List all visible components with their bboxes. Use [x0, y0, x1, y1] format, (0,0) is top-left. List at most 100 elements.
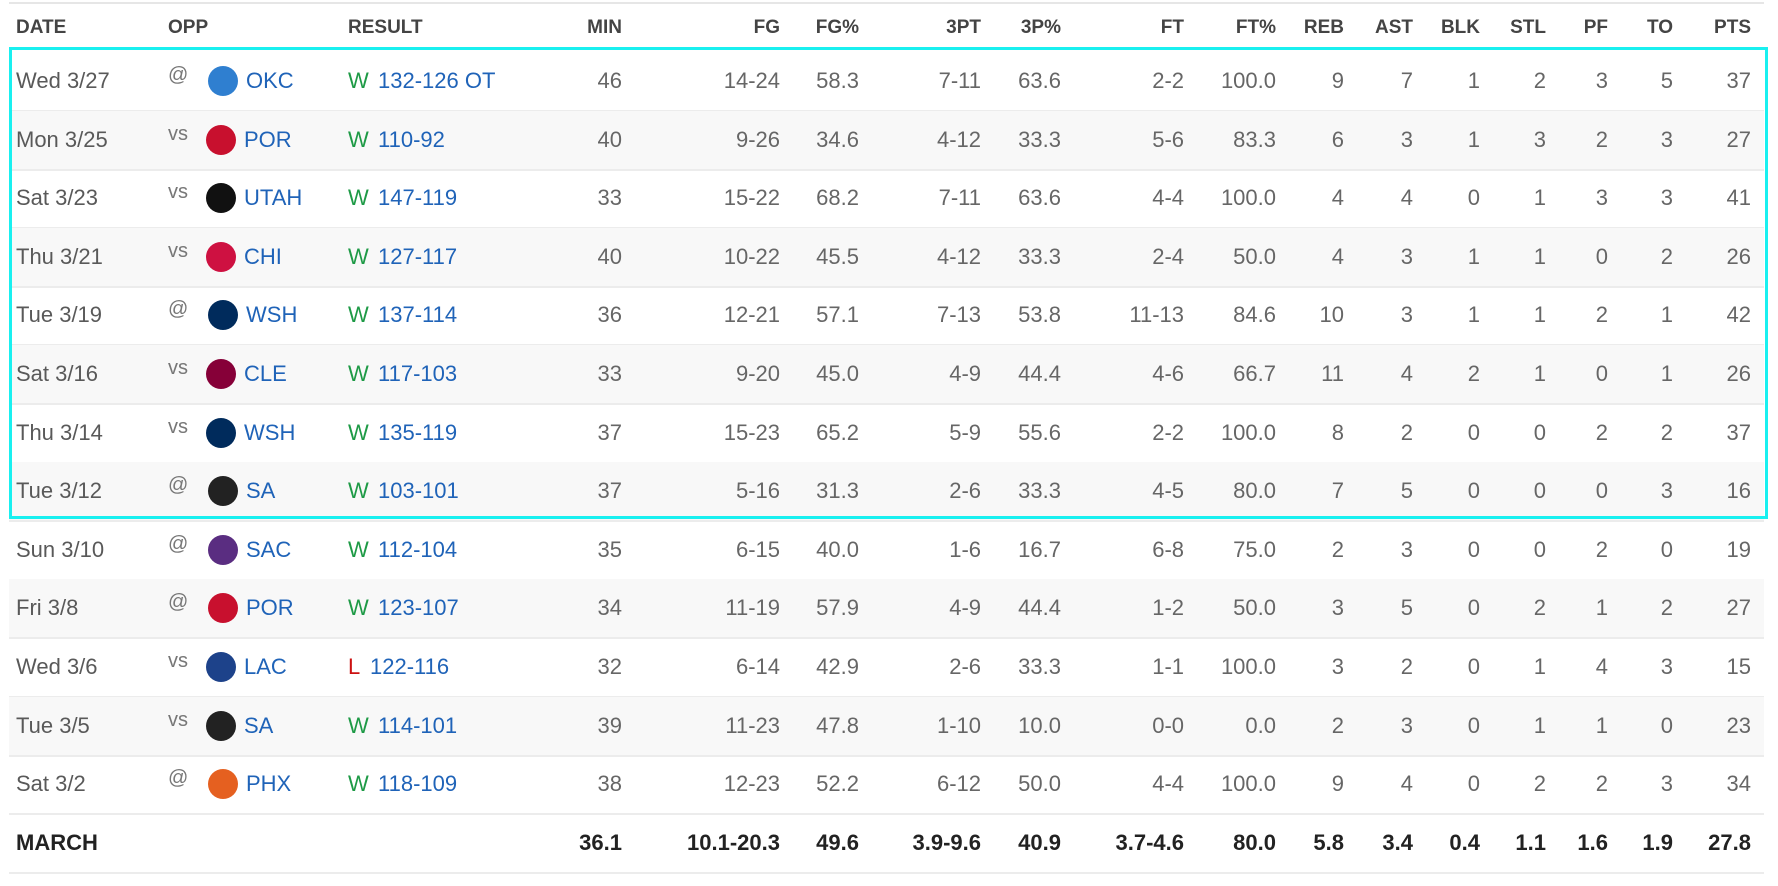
stat-pts: 27 [1726, 126, 1751, 152]
stat-ft: 2-4 [1152, 243, 1184, 269]
stat-ftp: 100.0 [1220, 419, 1276, 445]
opponent-link[interactable]: UTAH [244, 185, 303, 211]
game-row: Sun 3/10 @ SAC W 112-104 35 6-15 40.0 1-6 16.7 6-8… [9, 521, 1764, 581]
game-date: Thu 3/14 [16, 419, 103, 445]
opponent-link[interactable]: CHI [244, 243, 282, 269]
result-outcome: W [348, 478, 369, 504]
opponent-link[interactable]: WSH [246, 302, 298, 328]
stat-min: 37 [597, 478, 622, 504]
result-score-link[interactable]: 117-103 [378, 361, 458, 386]
stat-stl: 1 [1533, 712, 1546, 738]
stat-ast: 7 [1400, 68, 1413, 93]
home-away-indicator: vs [168, 239, 188, 262]
result-score-link[interactable]: 132-126 OT [378, 68, 496, 93]
header-stl[interactable]: STL [1510, 17, 1546, 38]
stat-stl: 1 [1533, 361, 1546, 386]
stat-pf: 1 [1595, 712, 1608, 738]
header-opp[interactable]: OPP [168, 17, 209, 38]
stat-pf: 3 [1595, 68, 1608, 93]
stat-ftp: 50.0 [1233, 595, 1276, 621]
result-score-link[interactable]: 112-104 [378, 536, 458, 562]
header-fg[interactable]: FG [753, 17, 780, 38]
stat-blk: 0 [1467, 595, 1480, 621]
stat-stl: 1 [1533, 302, 1546, 328]
game-row: Wed 3/27 @ OKC W 132-126 OT 46 14-24 58.3 7-11 63… [9, 52, 1764, 112]
opponent-link[interactable]: SA [246, 478, 276, 504]
result-score-link[interactable]: 114-101 [378, 712, 458, 738]
result-score-link[interactable]: 123-107 [378, 595, 459, 621]
stat-stl: 0 [1533, 419, 1546, 445]
stat-tpp: 33.3 [1018, 478, 1061, 504]
stat-ast: 4 [1400, 361, 1413, 386]
team-logo-icon [208, 66, 238, 96]
stat-ast: 3 [1400, 712, 1413, 738]
stat-pf: 2 [1595, 126, 1608, 152]
opponent-link[interactable]: OKC [246, 68, 294, 93]
stat-fgp: 65.2 [816, 419, 859, 445]
game-date: Wed 3/6 [16, 654, 98, 679]
stat-blk: 1 [1467, 243, 1480, 269]
stat-fg: 11-23 [725, 712, 780, 738]
result-score-link[interactable]: 118-109 [378, 771, 458, 797]
result-score-link[interactable]: 103-101 [378, 478, 459, 504]
opponent-link[interactable]: WSH [244, 419, 296, 445]
header-blk[interactable]: BLK [1440, 17, 1480, 38]
header-ft[interactable]: FT [1160, 17, 1184, 38]
header-tpt[interactable]: 3PT [946, 17, 981, 38]
result-score-link[interactable]: 122-116 [370, 654, 450, 679]
stat-fg: 12-21 [723, 302, 780, 328]
opponent-link[interactable]: CLE [244, 361, 287, 386]
result-score-link[interactable]: 127-117 [378, 243, 458, 269]
header-to[interactable]: TO [1646, 17, 1673, 38]
header-date[interactable]: DATE [16, 17, 67, 38]
opponent-link[interactable]: SA [244, 712, 274, 738]
stat-fgp: 42.9 [816, 654, 859, 679]
game-row: Tue 3/5 vs SA W 114-101 39 11-23 47.8 1-10 10.0 0-… [9, 696, 1764, 757]
header-pts[interactable]: PTS [1714, 17, 1751, 38]
result-score-link[interactable]: 147-119 [378, 185, 458, 211]
game-date: Sun 3/10 [16, 536, 105, 562]
result-outcome: W [348, 68, 369, 93]
stat-to: 3 [1660, 771, 1673, 797]
stat-pf: 4 [1595, 654, 1608, 679]
team-logo-icon [206, 417, 236, 448]
header-fgp[interactable]: FG% [815, 17, 859, 38]
game-date: Sat 3/16 [16, 361, 98, 386]
stat-tpp: 44.4 [1018, 595, 1061, 621]
stat-fgp: 58.3 [816, 68, 859, 93]
totals-label: MARCH [16, 829, 98, 855]
stat-tpt: 7-11 [938, 68, 981, 93]
header-min[interactable]: MIN [587, 17, 622, 38]
stat-tpt: 1-6 [949, 536, 981, 562]
header-ast[interactable]: AST [1375, 17, 1413, 38]
opponent-link[interactable]: POR [244, 126, 292, 152]
header-tpp[interactable]: 3P% [1020, 17, 1061, 38]
opponent-link[interactable]: SAC [246, 536, 292, 562]
stat-reb: 9 [1331, 68, 1344, 93]
top-divider [9, 2, 1764, 4]
team-logo-icon [206, 241, 236, 272]
result-score-link[interactable]: 137-114 [378, 302, 458, 328]
stat-min: 40 [597, 243, 622, 269]
stat-blk: 0 [1467, 478, 1480, 504]
stat-to: 3 [1660, 185, 1673, 211]
stat-to: 2 [1660, 243, 1673, 269]
header-pf[interactable]: PF [1583, 17, 1608, 38]
header-result[interactable]: RESULT [348, 17, 423, 38]
stat-to: 3 [1660, 478, 1673, 504]
team-logo-icon [206, 183, 236, 214]
header-reb[interactable]: REB [1303, 17, 1344, 38]
stat-pts: 26 [1726, 361, 1751, 386]
opponent-link[interactable]: POR [246, 595, 294, 621]
result-score-link[interactable]: 135-119 [378, 419, 458, 445]
stat-min: 36 [597, 302, 622, 328]
stat-min: 33 [597, 185, 622, 211]
home-away-indicator: @ [168, 532, 189, 555]
stat-fgp: 45.5 [816, 243, 859, 269]
result-score-link[interactable]: 110-92 [378, 126, 445, 152]
stat-stl: 0 [1533, 478, 1546, 504]
stat-reb: 3 [1331, 595, 1344, 621]
opponent-link[interactable]: PHX [246, 771, 292, 797]
header-ftp[interactable]: FT% [1235, 17, 1276, 38]
opponent-link[interactable]: LAC [244, 654, 287, 679]
